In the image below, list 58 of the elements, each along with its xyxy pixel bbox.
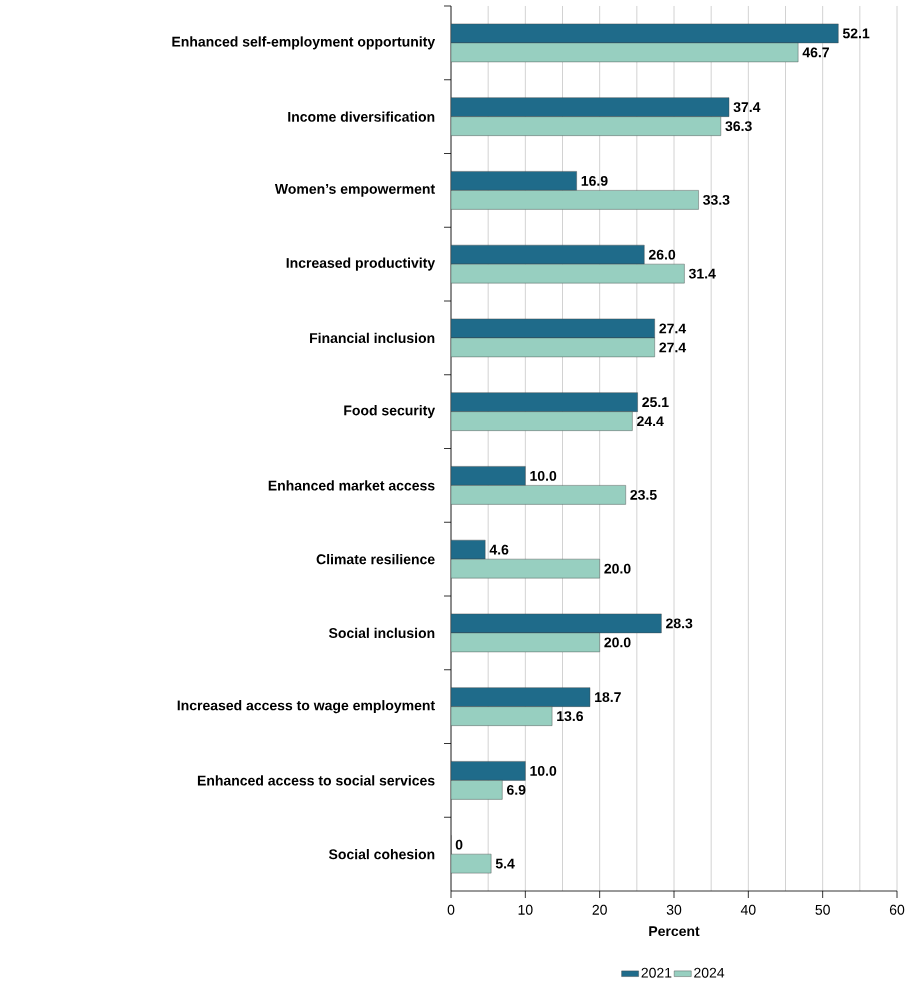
bar: [451, 190, 699, 210]
bar: [451, 706, 553, 726]
y-tick-label: Increased access to wage employment: [177, 700, 435, 714]
data-label: 31.4: [688, 268, 716, 279]
data-label: 10.0: [530, 765, 557, 776]
data-label: 24.4: [637, 416, 664, 427]
data-label: 27.4: [659, 342, 687, 353]
x-tick-label: 50: [815, 904, 830, 915]
data-label: 27.4: [659, 323, 687, 334]
data-label: 18.7: [595, 692, 621, 703]
data-label: 6.9: [507, 784, 526, 795]
bar: [451, 392, 638, 412]
legend-label: 2024: [694, 967, 725, 978]
x-axis-title: Percent: [649, 926, 700, 937]
bar: [451, 466, 526, 486]
bar: [451, 411, 633, 431]
data-label: 5.4: [495, 858, 515, 869]
bar: [451, 485, 626, 505]
y-tick-label: Climate resilience: [316, 553, 435, 565]
x-tick-label: 0: [447, 904, 455, 915]
legend-label: 2021: [641, 967, 672, 978]
data-label: 10.0: [530, 470, 557, 481]
y-tick-label: Women’s empowerment: [274, 184, 435, 197]
y-tick-label: Social inclusion: [328, 627, 435, 639]
y-tick-label: Income diversification: [288, 111, 435, 122]
bar: [451, 97, 730, 117]
y-tick-label: Financial inclusion: [310, 332, 435, 344]
data-label: 23.5: [630, 489, 657, 500]
bar: [451, 116, 722, 136]
x-tick-label: 60: [889, 904, 905, 915]
y-tick-label: Enhanced market access: [268, 480, 435, 491]
data-label: 4.6: [489, 544, 509, 555]
y-tick-label: Enhanced self-employment opportunity: [172, 36, 436, 50]
bar: [451, 171, 577, 191]
data-label: 28.3: [666, 618, 693, 629]
x-tick-label: 10: [518, 904, 533, 915]
bar: [451, 687, 591, 707]
data-label: 20.0: [604, 563, 631, 574]
data-label: 36.3: [725, 121, 752, 132]
data-label: 0: [455, 839, 463, 850]
data-label: 52.1: [842, 28, 870, 39]
y-tick-label: Social cohesion: [328, 848, 435, 860]
y-tick-label: Enhanced access to social services: [197, 775, 435, 786]
data-label: 16.9: [581, 175, 608, 186]
data-label: 33.3: [703, 194, 730, 205]
y-tick-label: Increased productivity: [286, 257, 436, 271]
x-tick-label: 40: [740, 904, 756, 915]
bar: [451, 780, 503, 800]
y-tick-label: Food security: [344, 405, 436, 419]
data-label: 13.6: [557, 711, 584, 722]
data-label: 46.7: [802, 47, 829, 58]
data-label: 25.1: [642, 397, 669, 408]
data-label: 20.0: [604, 637, 631, 648]
data-label: 37.4: [733, 102, 761, 113]
x-tick-label: 30: [666, 904, 682, 915]
bar: [451, 761, 526, 781]
x-tick-label: 20: [592, 904, 607, 915]
data-label: 26.0: [648, 249, 676, 260]
